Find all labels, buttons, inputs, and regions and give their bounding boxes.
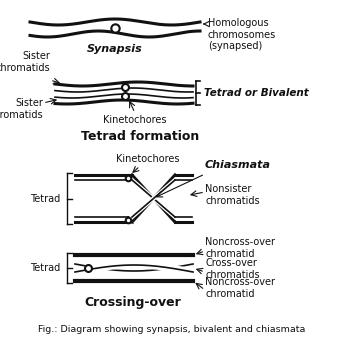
Text: Sister
chromatids: Sister chromatids: [0, 98, 43, 120]
Text: Synapsis: Synapsis: [87, 44, 143, 54]
Text: Noncross-over
chromatid: Noncross-over chromatid: [205, 237, 275, 259]
Text: Sister
chromatids: Sister chromatids: [0, 51, 50, 73]
Text: Kinetochores: Kinetochores: [116, 154, 180, 164]
Text: Noncross-over
chromatid: Noncross-over chromatid: [205, 277, 275, 299]
Text: Tetrad: Tetrad: [30, 193, 60, 203]
Text: Crossing-over: Crossing-over: [85, 296, 181, 309]
Text: Cross-over
chromatids: Cross-over chromatids: [205, 258, 260, 280]
Text: Nonsister
chromatids: Nonsister chromatids: [205, 184, 260, 206]
Text: Fig.: Diagram showing synapsis, bivalent and chiasmata: Fig.: Diagram showing synapsis, bivalent…: [38, 325, 306, 334]
Text: Kinetochores: Kinetochores: [103, 115, 167, 125]
Text: Tetrad: Tetrad: [30, 263, 60, 273]
Text: Homologous
chromosomes
(synapsed): Homologous chromosomes (synapsed): [208, 18, 276, 51]
Text: Tetrad formation: Tetrad formation: [81, 130, 199, 143]
Text: Chiasmata: Chiasmata: [205, 160, 271, 170]
Text: Tetrad or Bivalent: Tetrad or Bivalent: [204, 88, 309, 98]
